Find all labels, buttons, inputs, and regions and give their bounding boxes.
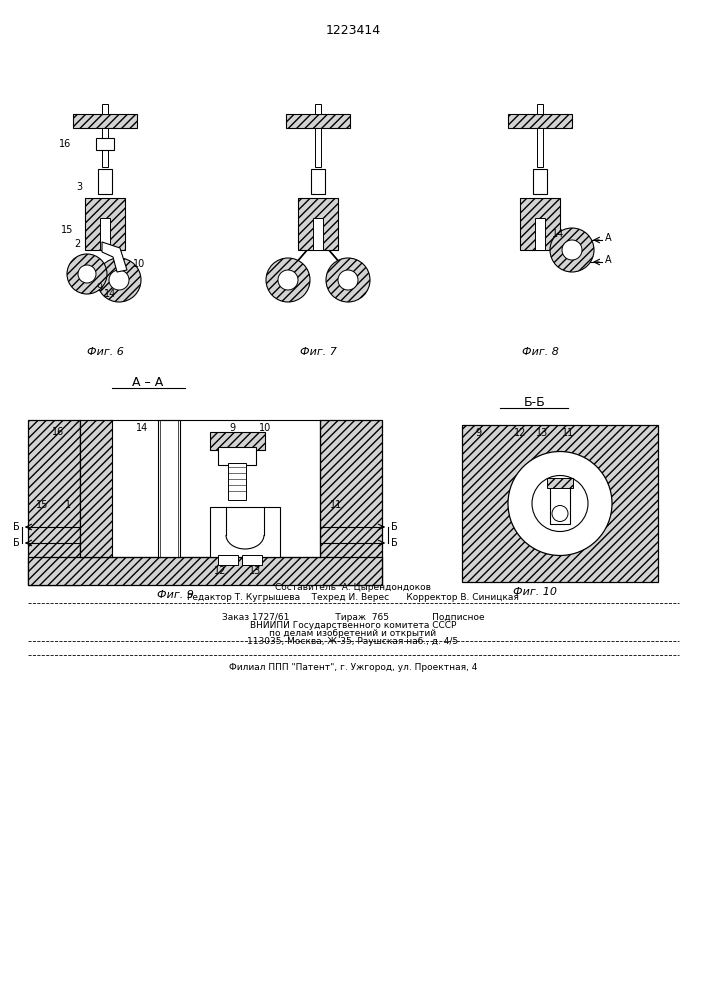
Circle shape xyxy=(338,270,358,290)
Bar xyxy=(520,198,560,250)
Bar xyxy=(550,486,570,524)
Circle shape xyxy=(508,452,612,556)
Text: Составитель  А. Цырендондоков: Составитель А. Цырендондоков xyxy=(275,582,431,591)
Bar xyxy=(286,114,350,128)
Text: Фиг. 9: Фиг. 9 xyxy=(156,590,194,600)
Text: А: А xyxy=(604,233,612,243)
Bar xyxy=(298,198,338,250)
Text: 113035, Москва, Ж-35, Раушская наб., д. 4/5: 113035, Москва, Ж-35, Раушская наб., д. … xyxy=(247,638,459,647)
Circle shape xyxy=(97,258,141,302)
Text: 1223414: 1223414 xyxy=(325,23,380,36)
Text: 13: 13 xyxy=(249,566,261,576)
Bar xyxy=(73,114,137,128)
Bar xyxy=(533,169,547,194)
Text: Фиг. 6: Фиг. 6 xyxy=(86,347,124,357)
Circle shape xyxy=(266,258,310,302)
Text: Заказ 1727/61                Тираж  765               Подписное: Заказ 1727/61 Тираж 765 Подписное xyxy=(222,612,484,621)
Circle shape xyxy=(552,506,568,522)
Text: Б-Б: Б-Б xyxy=(524,395,546,408)
Text: Редактор Т. Кугрышева    Техред И. Верес      Корректор В. Синицкая: Редактор Т. Кугрышева Техред И. Верес Ко… xyxy=(187,592,519,601)
Text: 14: 14 xyxy=(552,229,564,239)
Text: Филиал ППП "Патент", г. Ужгород, ул. Проектная, 4: Филиал ППП "Патент", г. Ужгород, ул. Про… xyxy=(229,662,477,672)
Text: 9: 9 xyxy=(475,428,481,438)
Text: ВНИИПИ Государственного комитета СССР: ВНИИПИ Государственного комитета СССР xyxy=(250,621,456,631)
Circle shape xyxy=(78,265,96,283)
Bar xyxy=(313,218,323,250)
Text: 16: 16 xyxy=(52,427,64,437)
Text: 15: 15 xyxy=(61,225,74,235)
Text: 3: 3 xyxy=(76,182,82,192)
Text: А – А: А – А xyxy=(132,375,163,388)
Text: 15: 15 xyxy=(36,500,48,510)
Circle shape xyxy=(278,270,298,290)
Circle shape xyxy=(67,254,107,294)
Bar xyxy=(218,447,256,465)
Text: 12: 12 xyxy=(214,566,226,576)
Text: Фиг. 7: Фиг. 7 xyxy=(300,347,337,357)
Bar xyxy=(28,420,80,585)
Text: Б: Б xyxy=(391,522,397,532)
Text: 12: 12 xyxy=(514,428,526,438)
Bar xyxy=(210,432,265,450)
Bar xyxy=(547,478,573,488)
Text: 9: 9 xyxy=(229,423,235,433)
Text: 10: 10 xyxy=(259,423,271,433)
Circle shape xyxy=(550,228,594,272)
Bar xyxy=(218,555,238,565)
Text: 11: 11 xyxy=(562,428,574,438)
Text: 2: 2 xyxy=(74,239,80,249)
Bar xyxy=(228,463,246,500)
Text: по делам изобретений и открытий: по делам изобретений и открытий xyxy=(269,630,436,639)
Bar xyxy=(242,555,262,565)
Bar xyxy=(315,128,321,167)
Circle shape xyxy=(109,270,129,290)
Bar xyxy=(96,138,114,150)
Bar xyxy=(537,104,543,114)
Bar xyxy=(315,104,321,114)
Text: Б: Б xyxy=(391,538,397,548)
Circle shape xyxy=(326,258,370,302)
Text: 9: 9 xyxy=(96,283,102,293)
Text: Фиг. 10: Фиг. 10 xyxy=(513,587,557,597)
Bar xyxy=(80,420,320,557)
Bar xyxy=(508,114,572,128)
Bar xyxy=(537,128,543,167)
Bar xyxy=(85,198,125,250)
Circle shape xyxy=(562,240,582,260)
Bar xyxy=(28,557,382,585)
Text: 14: 14 xyxy=(136,423,148,433)
Text: 11: 11 xyxy=(330,500,342,510)
Bar xyxy=(158,420,180,557)
Text: А: А xyxy=(604,255,612,265)
Text: 10: 10 xyxy=(133,259,145,269)
Bar xyxy=(320,420,382,585)
Text: 16: 16 xyxy=(59,139,71,149)
Text: 14: 14 xyxy=(104,289,116,299)
Text: Б: Б xyxy=(13,522,19,532)
Bar xyxy=(462,425,658,582)
Text: 13: 13 xyxy=(536,428,548,438)
Bar xyxy=(80,420,112,557)
Bar xyxy=(210,507,280,557)
Bar xyxy=(98,169,112,194)
Circle shape xyxy=(532,476,588,532)
Text: Б: Б xyxy=(13,538,19,548)
Bar xyxy=(100,218,110,250)
Polygon shape xyxy=(102,242,127,272)
Text: 1: 1 xyxy=(65,500,71,510)
Bar xyxy=(102,104,108,114)
Text: Фиг. 8: Фиг. 8 xyxy=(522,347,559,357)
Bar xyxy=(535,218,545,250)
Bar xyxy=(311,169,325,194)
Bar xyxy=(102,128,108,167)
